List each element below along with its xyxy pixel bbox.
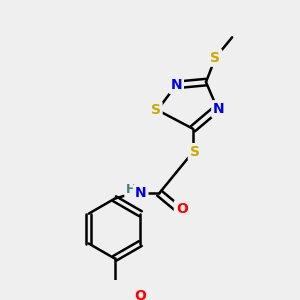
Text: H: H [126,183,136,196]
Text: N: N [135,186,146,200]
Text: N: N [170,78,182,92]
Text: S: S [210,51,220,65]
Text: S: S [190,145,200,159]
Text: O: O [134,289,146,300]
Text: O: O [176,202,188,216]
Text: S: S [151,103,160,117]
Text: N: N [213,102,225,116]
